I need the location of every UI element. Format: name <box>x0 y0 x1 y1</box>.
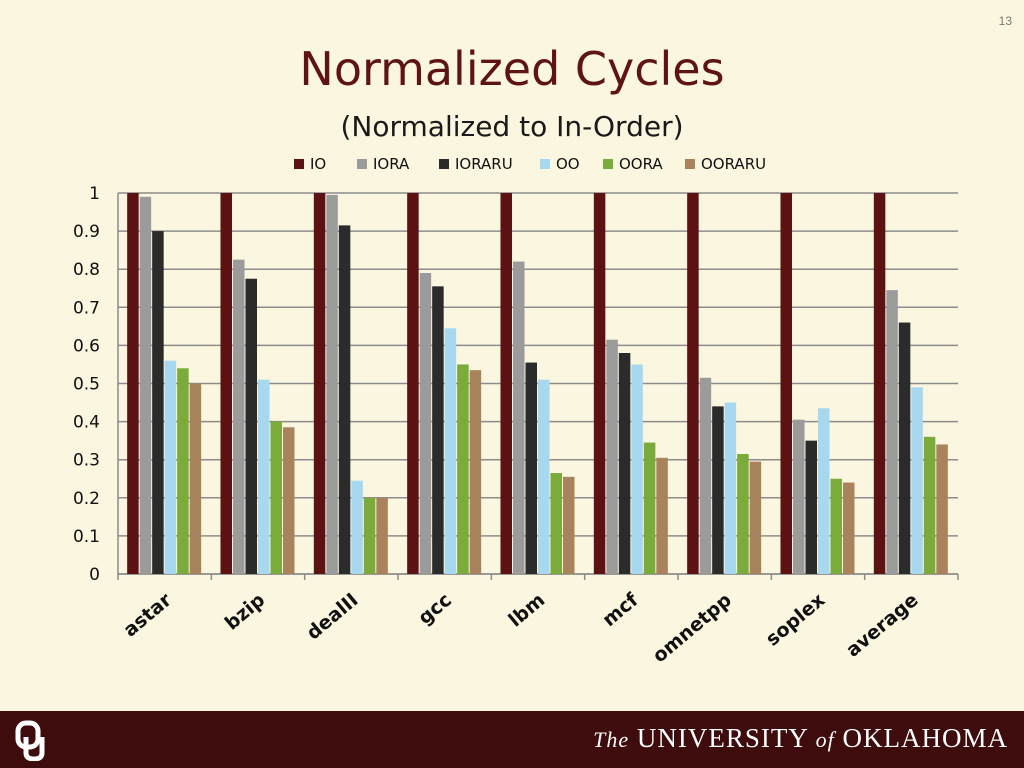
bar-iora-astar <box>139 196 152 574</box>
bar-ooraru-lbm <box>563 476 575 574</box>
bar-oora-lbm <box>550 473 562 574</box>
bar-ioraru-gcc <box>432 286 444 574</box>
bar-ooraru-omnetpp <box>749 461 762 574</box>
y-tick-label: 1 <box>89 184 100 204</box>
y-tick-label: 0.6 <box>73 336 100 356</box>
legend-swatch-ooraru <box>685 159 695 169</box>
bar-oora-bzip <box>270 421 282 574</box>
legend-label-io: IO <box>310 155 326 173</box>
bar-oo-soplex <box>818 408 830 574</box>
bar-ooraru-mcf <box>656 457 668 574</box>
legend-swatch-oo <box>540 159 550 169</box>
bar-oo-astar <box>164 360 177 574</box>
legend-swatch-iora <box>357 159 367 169</box>
bar-oo-bzip <box>258 379 270 574</box>
bar-ooraru-astar <box>189 383 202 574</box>
bar-ioraru-mcf <box>618 353 631 574</box>
bar-ooraru-soplex <box>843 482 855 574</box>
y-tick-label: 0.7 <box>73 298 100 318</box>
bar-oo-lbm <box>538 379 550 574</box>
bar-io-astar <box>127 193 139 574</box>
bar-iora-bzip <box>233 259 245 574</box>
bar-iora-lbm <box>513 261 525 574</box>
bar-oora-dealii <box>363 497 376 574</box>
bar-ioraru-bzip <box>245 278 257 574</box>
y-tick-label: 0.1 <box>73 527 100 547</box>
y-tick-label: 0.5 <box>73 375 100 395</box>
legend-swatch-io <box>294 159 304 169</box>
y-tick-label: 0 <box>89 565 100 585</box>
x-tick-label: bzip <box>221 589 269 635</box>
bar-ioraru-omnetpp <box>712 406 724 574</box>
bar-iora-average <box>886 290 898 574</box>
slide-title: Normalized Cycles <box>299 42 725 96</box>
bar-oo-mcf <box>631 364 643 574</box>
bar-ioraru-soplex <box>805 440 817 574</box>
x-tick-label: gcc <box>414 589 456 629</box>
y-tick-label: 0.9 <box>73 222 100 242</box>
legend-label-ioraru: IORARU <box>455 155 513 173</box>
bar-ioraru-lbm <box>525 362 537 574</box>
bar-oo-omnetpp <box>724 402 737 574</box>
bar-ioraru-dealii <box>338 225 351 574</box>
bar-iora-omnetpp <box>699 377 712 574</box>
x-tick-label: soplex <box>762 589 829 651</box>
bar-oora-mcf <box>643 442 656 574</box>
x-tick-label: dealII <box>302 589 362 644</box>
slide-subtitle: (Normalized to In-Order) <box>340 110 684 143</box>
bar-io-mcf <box>593 193 606 574</box>
bar-io-dealii <box>313 193 326 574</box>
x-tick-label: astar <box>119 589 176 642</box>
y-tick-label: 0.4 <box>73 413 100 433</box>
bar-oora-average <box>923 436 936 574</box>
ou-interlocking-logo-icon <box>15 720 45 761</box>
legend-label-ooraru: OORARU <box>701 155 766 173</box>
wordmark-the: The <box>593 727 630 752</box>
x-tick-label: mcf <box>598 589 643 632</box>
bar-io-soplex <box>780 193 792 574</box>
legend-swatch-oora <box>603 159 613 169</box>
bar-io-gcc <box>407 193 419 574</box>
bar-ooraru-gcc <box>469 370 482 574</box>
y-tick-label: 0.3 <box>73 451 100 471</box>
legend-swatch-ioraru <box>439 159 449 169</box>
bar-io-average <box>873 193 886 574</box>
legend-label-oo: OO <box>556 155 580 173</box>
slide-number: 13 <box>998 14 1012 28</box>
university-wordmark: The UNIVERSITY of OKLAHOMA <box>593 723 1008 754</box>
bar-oora-omnetpp <box>737 453 749 574</box>
bar-ioraru-average <box>898 322 911 574</box>
bar-ooraru-bzip <box>283 427 295 574</box>
bar-io-omnetpp <box>687 193 699 574</box>
bar-iora-gcc <box>419 273 432 574</box>
bar-oo-dealii <box>351 480 363 574</box>
bar-oora-astar <box>177 368 189 574</box>
bar-iora-dealii <box>326 194 338 574</box>
bar-oora-soplex <box>830 478 842 574</box>
x-tick-label: lbm <box>504 589 549 632</box>
y-tick-label: 0.2 <box>73 489 100 509</box>
bar-oo-average <box>911 387 923 574</box>
bar-chart: 0 0.1 0.2 0.3 0.4 0.5 0.6 0.7 0.8 0.9 1 astar bzip de… <box>73 155 959 667</box>
footer-bar: The UNIVERSITY of OKLAHOMA <box>0 711 1024 768</box>
y-tick-label: 0.8 <box>73 260 100 280</box>
legend-label-oora: OORA <box>619 155 663 173</box>
bar-ooraru-average <box>936 444 948 574</box>
bar-iora-mcf <box>606 339 618 574</box>
bar-iora-soplex <box>793 419 805 574</box>
wordmark-of: of <box>815 727 835 752</box>
x-tick-label: omnetpp <box>649 589 736 667</box>
bar-io-lbm <box>500 193 512 574</box>
bar-ooraru-dealii <box>376 497 388 574</box>
bar-ioraru-astar <box>152 231 164 574</box>
legend-label-iora: IORA <box>373 155 410 173</box>
bar-io-bzip <box>220 193 232 574</box>
wordmark-university: UNIVERSITY <box>636 723 808 753</box>
bar-oora-gcc <box>457 364 469 574</box>
x-tick-label: average <box>842 589 923 662</box>
wordmark-state: OKLAHOMA <box>842 723 1008 753</box>
bar-oo-gcc <box>444 328 457 574</box>
